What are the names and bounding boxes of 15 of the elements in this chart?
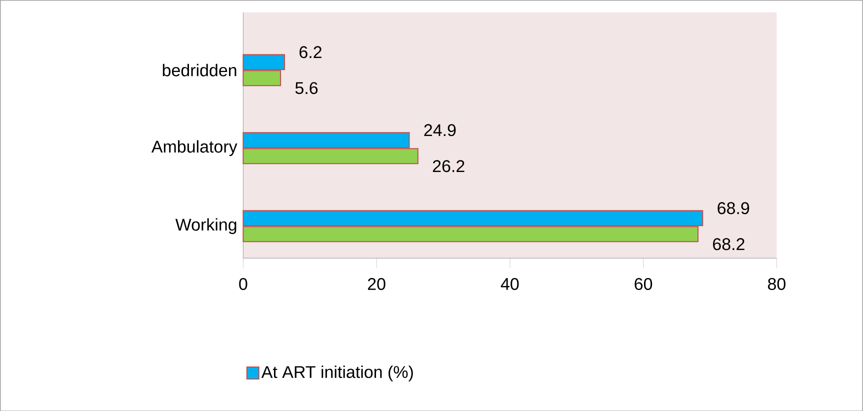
x-tick-label: 80 [768,278,786,290]
x-tick-label: 20 [368,278,386,290]
data-label: 24.9 [424,124,456,136]
data-label: 68.9 [718,202,750,214]
data-label: 68.2 [713,238,744,250]
y-tick-label: bedridden [162,64,236,76]
y-tick-label: Ambulatory [151,140,238,156]
data-label: 26.2 [432,160,464,172]
data-label: 5.6 [295,82,318,94]
legend-label: At ART initiation (%) [261,365,413,382]
y-tick-label: Working [175,218,236,234]
x-tick-label: 0 [239,278,248,290]
data-label: 6.2 [300,46,322,58]
x-tick-label: 60 [634,278,652,290]
x-tick-label: 40 [500,278,519,290]
